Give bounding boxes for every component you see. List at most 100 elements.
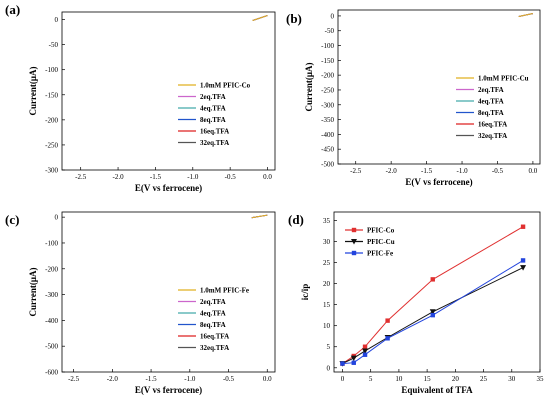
y-tick-label: -100 xyxy=(321,42,334,50)
y-axis-label: Current(μA) xyxy=(28,67,38,116)
y-tick-label: 10 xyxy=(323,322,331,330)
legend-label: 32eq.TFA xyxy=(200,139,229,147)
x-tick-label: 20 xyxy=(452,375,460,383)
data-point xyxy=(351,360,356,365)
legend-label: 16eq.TFA xyxy=(200,333,229,341)
plot-frame xyxy=(333,211,541,373)
x-tick-label: -0.5 xyxy=(225,173,237,181)
y-tick-label: -500 xyxy=(45,343,58,351)
data-point xyxy=(385,336,390,341)
series-line-1 xyxy=(342,267,524,365)
x-tick-label: -2.0 xyxy=(386,167,398,175)
x-tick-label: 15 xyxy=(424,375,432,383)
y-tick-label: 0 xyxy=(55,214,59,222)
y-tick-label: -300 xyxy=(45,167,58,175)
x-tick-label: -2.0 xyxy=(107,375,119,383)
panel-label: (b) xyxy=(286,11,302,26)
y-tick-label: -450 xyxy=(321,146,334,154)
y-tick-label: 0 xyxy=(327,364,331,372)
y-tick-label: -200 xyxy=(45,265,58,273)
y-tick-label: -50 xyxy=(49,41,59,49)
y-tick-label: -300 xyxy=(321,101,334,109)
data-point xyxy=(520,258,526,263)
legend-label: 16eq.TFA xyxy=(200,128,229,136)
y-axis-label: Current(μA) xyxy=(28,268,38,317)
x-tick-label: -2.5 xyxy=(68,375,80,383)
y-tick-label: 5 xyxy=(327,343,331,351)
x-tick-label: 5 xyxy=(369,375,373,383)
x-axis-label: E(V vs ferrocene) xyxy=(135,385,202,395)
data-point xyxy=(430,277,435,282)
x-tick-label: 0.0 xyxy=(263,173,272,181)
y-tick-label: -200 xyxy=(321,72,334,80)
x-tick-label: 0.0 xyxy=(529,167,538,175)
x-tick-label: -1.0 xyxy=(184,375,196,383)
y-tick-label: 30 xyxy=(323,238,331,246)
legend-label: 4eq.TFA xyxy=(200,310,226,318)
x-tick-label: 0 xyxy=(341,375,345,383)
chart-panel-0: (a) -2.5 -2.0 -1.5 -1.0 -0.5 0.0 0 -50 -100 -150 -2… xyxy=(5,2,276,193)
y-tick-label: -150 xyxy=(45,91,58,99)
y-tick-label: -100 xyxy=(45,239,58,247)
data-point xyxy=(430,312,435,318)
series-line-0 xyxy=(518,13,533,17)
plot-frame xyxy=(61,11,276,171)
legend-label: 8eq.TFA xyxy=(200,321,226,329)
x-tick-label: -2.5 xyxy=(350,167,362,175)
data-point xyxy=(362,352,368,357)
series-line-0 xyxy=(342,226,524,365)
legend-marker xyxy=(351,250,357,256)
y-tick-label: -500 xyxy=(321,161,334,169)
y-tick-label: -600 xyxy=(45,369,58,377)
chart-panel-3: (d) 0 5 10 15 20 25 30 35 0 5 10 15 20 25 30 35 Equivalen… xyxy=(288,211,544,395)
x-tick-label: -1.5 xyxy=(146,375,158,383)
y-axis-label: ic/ip xyxy=(300,284,310,301)
x-tick-label: -2.5 xyxy=(75,173,87,181)
data-point xyxy=(362,344,368,349)
y-tick-label: 15 xyxy=(323,301,331,309)
x-tick-label: -1.5 xyxy=(421,167,433,175)
legend-label: 4eq.TFA xyxy=(478,98,504,106)
x-tick-label: -2.0 xyxy=(113,173,125,181)
legend-label: 32eq.TFA xyxy=(200,344,229,352)
series-line-0 xyxy=(252,15,268,21)
data-point xyxy=(340,361,345,366)
legend-label: 2eq.TFA xyxy=(200,298,226,306)
data-point xyxy=(520,224,526,229)
y-tick-label: -350 xyxy=(321,116,334,124)
y-tick-label: -250 xyxy=(45,141,58,149)
data-point xyxy=(385,318,390,323)
y-tick-label: 35 xyxy=(323,217,331,225)
y-tick-label: 25 xyxy=(323,259,331,267)
legend-label: PFIC-Cu xyxy=(367,238,395,246)
legend-label: 4eq.TFA xyxy=(200,105,226,113)
y-tick-label: -100 xyxy=(45,66,58,74)
legend-label: 8eq.TFA xyxy=(200,116,226,124)
y-tick-label: -300 xyxy=(45,291,58,299)
x-tick-label: -0.5 xyxy=(492,167,504,175)
y-tick-label: -400 xyxy=(321,131,334,139)
y-axis-label: Current(μA) xyxy=(304,63,314,112)
panel-label: (c) xyxy=(5,212,19,227)
x-tick-label: -1.0 xyxy=(187,173,199,181)
x-tick-label: -0.5 xyxy=(223,375,235,383)
legend-label: 32eq.TFA xyxy=(478,132,507,140)
legend-marker xyxy=(351,227,357,233)
legend-label: 1.0mM PFIC-Fe xyxy=(200,287,249,295)
legend-label: PFIC-Fe xyxy=(367,250,393,258)
y-tick-label: 20 xyxy=(323,280,331,288)
panel-label: (a) xyxy=(5,2,20,17)
y-tick-label: 0 xyxy=(331,12,335,20)
data-point xyxy=(429,309,436,315)
x-tick-label: 10 xyxy=(395,375,403,383)
series-line-0 xyxy=(251,214,268,219)
y-tick-label: 0 xyxy=(55,16,59,24)
legend-label: 8eq.TFA xyxy=(478,109,504,117)
legend-marker xyxy=(351,239,357,245)
x-axis-label: E(V vs ferrocene) xyxy=(135,183,202,193)
y-tick-label: -50 xyxy=(325,27,335,35)
legend-label: 2eq.TFA xyxy=(200,93,226,101)
data-point xyxy=(350,355,357,362)
legend-label: PFIC-Co xyxy=(367,227,395,235)
